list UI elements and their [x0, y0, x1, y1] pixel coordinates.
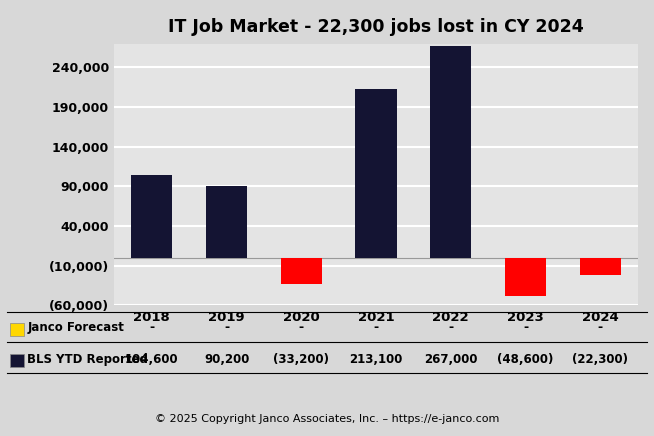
Text: (48,600): (48,600) [497, 353, 554, 366]
Bar [505, 258, 546, 296]
Text: 90,200: 90,200 [204, 353, 249, 366]
Text: -: - [373, 321, 379, 334]
Text: BLS YTD Reported: BLS YTD Reported [27, 353, 148, 366]
Bar [579, 258, 621, 275]
Text: 267,000: 267,000 [424, 353, 477, 366]
Text: 213,100: 213,100 [349, 353, 403, 366]
Text: -: - [598, 321, 603, 334]
Text: -: - [299, 321, 304, 334]
Text: -: - [523, 321, 528, 334]
Text: (22,300): (22,300) [572, 353, 628, 366]
Bar [131, 175, 173, 258]
Title: IT Job Market - 22,300 jobs lost in CY 2024: IT Job Market - 22,300 jobs lost in CY 2… [168, 18, 584, 37]
Bar [281, 258, 322, 284]
Bar [206, 186, 247, 258]
Text: -: - [224, 321, 229, 334]
Text: (33,200): (33,200) [273, 353, 330, 366]
Text: 104,600: 104,600 [125, 353, 179, 366]
Text: Janco Forecast: Janco Forecast [27, 321, 124, 334]
Text: -: - [448, 321, 453, 334]
Text: © 2025 Copyright Janco Associates, Inc. – https://e-janco.com: © 2025 Copyright Janco Associates, Inc. … [155, 414, 499, 423]
Bar [430, 46, 472, 258]
Bar [356, 89, 396, 258]
Text: -: - [149, 321, 154, 334]
